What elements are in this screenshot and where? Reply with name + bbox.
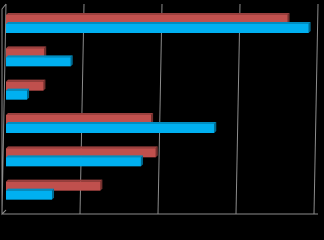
bar-side (308, 22, 311, 33)
page: {"chart_data": {"type": "hbar", "categor… (1, 3, 319, 216)
bar (6, 146, 158, 158)
bar (6, 188, 55, 200)
bar (6, 46, 47, 58)
bar-side (287, 13, 290, 24)
grid-line (313, 3, 319, 215)
bar-side (27, 88, 30, 100)
bar (6, 113, 154, 124)
bar-top (6, 46, 47, 49)
bar-side (140, 155, 143, 167)
bar (6, 55, 73, 67)
bar (6, 155, 143, 167)
bar-side (100, 179, 103, 191)
bar-face (6, 124, 215, 133)
bar-top (6, 146, 158, 149)
bar-face (6, 157, 141, 167)
bar-side (52, 188, 55, 200)
bar-face (6, 115, 152, 124)
bar-side (44, 46, 47, 58)
grid-line (79, 3, 85, 215)
bar-top (6, 179, 103, 182)
bar-top (6, 55, 73, 58)
chart (1, 3, 319, 216)
bar-top (6, 88, 30, 91)
bar-face (6, 148, 156, 158)
bar (6, 179, 103, 191)
bar-top (6, 22, 311, 24)
bar-side (151, 113, 154, 124)
bar-top (6, 155, 143, 158)
bar-side (155, 146, 158, 158)
bar-top (6, 188, 55, 191)
bar-side (43, 79, 46, 91)
axis-depth (1, 3, 7, 216)
bar-face (6, 15, 288, 24)
bar-side (214, 122, 217, 133)
bar (6, 122, 217, 133)
bar (6, 13, 290, 24)
grid-line (235, 3, 241, 215)
bar-face (6, 81, 44, 91)
bar-face (6, 190, 53, 200)
grid-line (1, 3, 7, 215)
bar-top (6, 113, 154, 115)
bar-face (6, 48, 45, 58)
bar (6, 79, 46, 91)
bar-face (6, 24, 309, 33)
bar-face (6, 90, 28, 100)
bar-face (6, 181, 101, 191)
bar-top (6, 122, 217, 124)
bar-top (6, 79, 46, 82)
bar-top (6, 13, 290, 15)
bar (6, 88, 30, 100)
grid-line (157, 3, 163, 215)
bar (6, 22, 311, 33)
bar-side (70, 55, 73, 67)
bar-face (6, 57, 71, 67)
